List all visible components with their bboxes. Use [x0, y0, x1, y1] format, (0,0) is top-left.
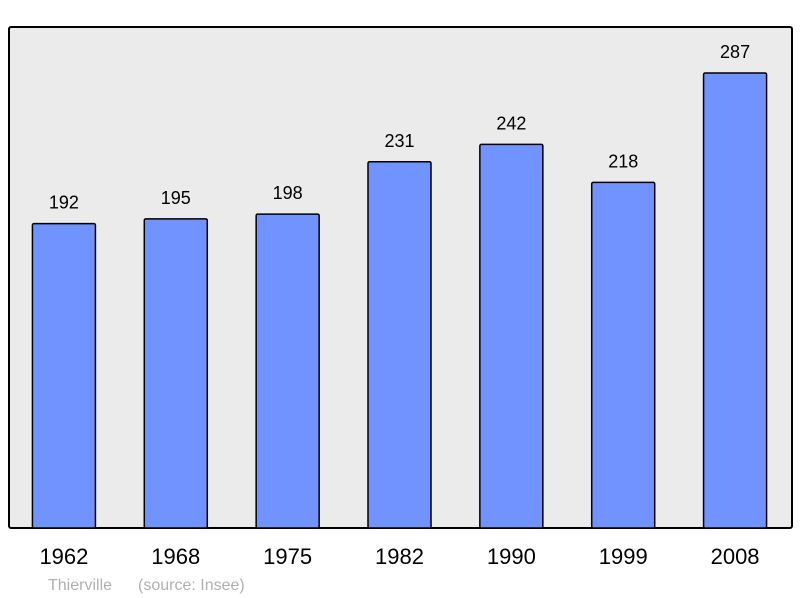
- footer-source: (source: Insee): [138, 577, 245, 594]
- bar-1968: [143, 218, 209, 529]
- footer-place: Thierville: [48, 577, 112, 594]
- bars-group: [31, 72, 768, 529]
- x-tick-label-1975: 1975: [263, 544, 312, 569]
- data-label-1968: 195: [161, 188, 191, 208]
- data-label-1975: 198: [273, 183, 303, 203]
- bar-1982: [367, 161, 432, 529]
- data-label-1999: 218: [608, 151, 638, 171]
- bar-1990: [479, 143, 544, 529]
- x-tick-label-1999: 1999: [599, 544, 648, 569]
- data-label-2008: 287: [720, 42, 750, 62]
- bar-1975: [255, 213, 320, 529]
- bar-2008: [702, 72, 768, 529]
- bar-1962: [31, 222, 97, 529]
- x-tick-label-1990: 1990: [487, 544, 536, 569]
- data-label-1962: 192: [49, 193, 79, 213]
- x-tick-label-1982: 1982: [375, 544, 424, 569]
- x-tick-label-2008: 2008: [711, 544, 760, 569]
- data-label-1982: 231: [384, 131, 414, 151]
- x-tick-label-1968: 1968: [151, 544, 200, 569]
- data-label-1990: 242: [496, 113, 526, 133]
- x-tick-label-1962: 1962: [39, 544, 88, 569]
- bar-1999: [590, 181, 656, 529]
